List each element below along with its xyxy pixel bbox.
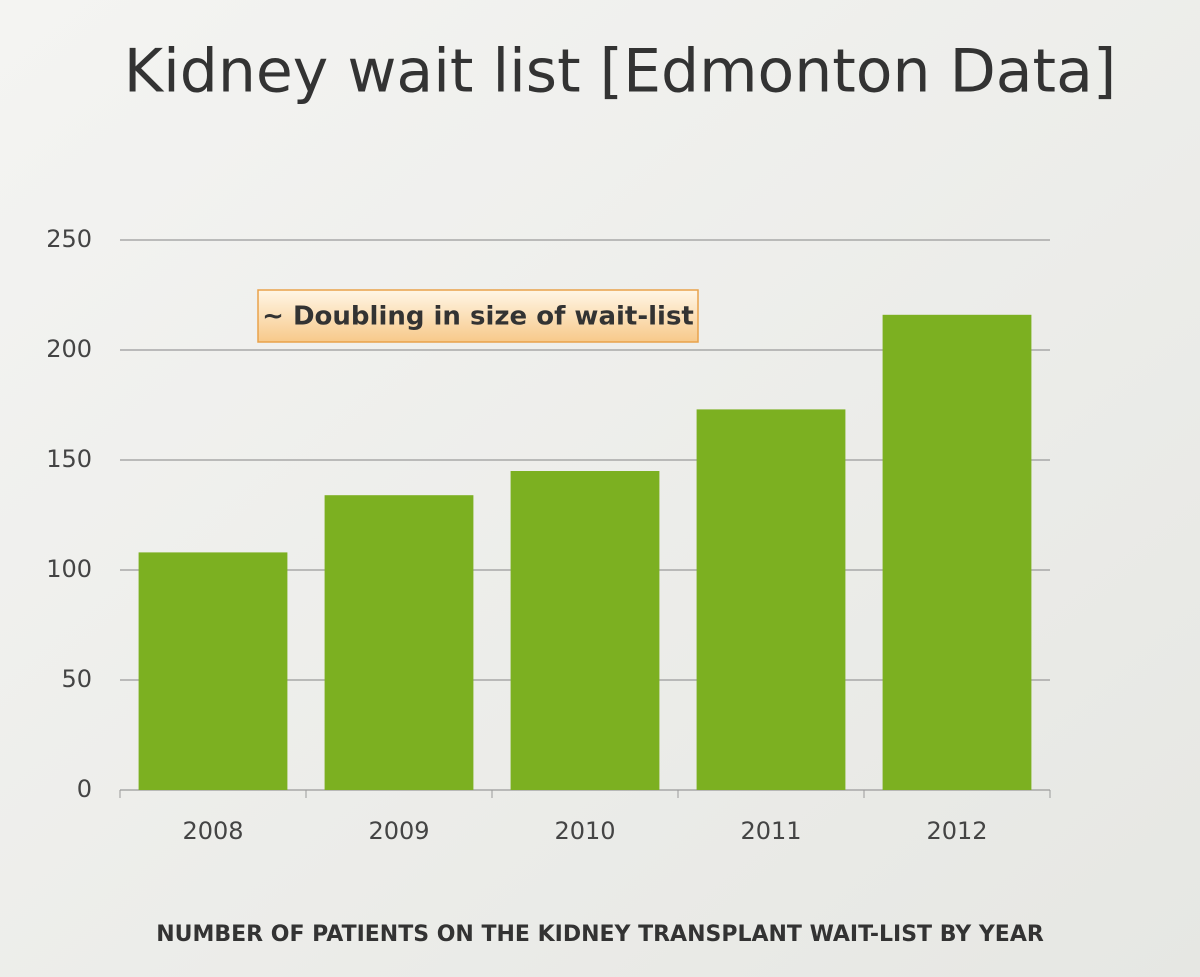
x-tick-label: 2009 xyxy=(368,817,429,845)
bar xyxy=(510,471,660,790)
y-tick-label: 250 xyxy=(46,225,92,253)
x-axis-label: NUMBER OF PATIENTS ON THE KIDNEY TRANSPL… xyxy=(156,922,1044,947)
y-tick-label: 100 xyxy=(46,555,92,583)
annotation-box xyxy=(257,289,699,343)
bar xyxy=(324,495,474,790)
y-tick-label: 50 xyxy=(61,665,92,693)
chart-title: Kidney wait list [Edmonton Data] xyxy=(124,37,1117,107)
annotation: ~ Doubling in size of wait-list xyxy=(257,289,699,343)
y-tick-label: 200 xyxy=(46,335,92,363)
x-tick-label: 2012 xyxy=(926,817,987,845)
x-tick-label: 2008 xyxy=(182,817,243,845)
bar xyxy=(138,552,288,790)
y-tick-label: 0 xyxy=(77,775,92,803)
plot-area: 0 50 100 150 200 250 2008 2009 2010 2011 2012 ~ Dou… xyxy=(46,225,1051,845)
annotation-text: ~ Doubling in size of wait-list xyxy=(262,302,694,332)
x-tick-label: 2010 xyxy=(554,817,615,845)
bar xyxy=(696,409,846,790)
x-tick-label: 2011 xyxy=(740,817,801,845)
bar xyxy=(882,314,1032,790)
y-tick-label: 150 xyxy=(46,445,92,473)
